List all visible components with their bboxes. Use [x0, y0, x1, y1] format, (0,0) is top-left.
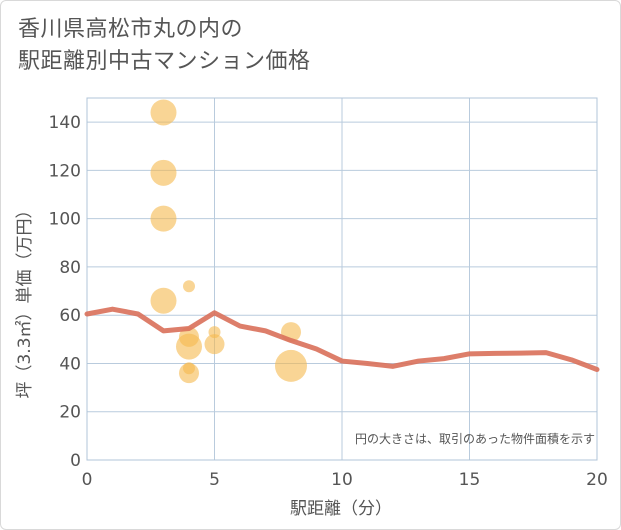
plot-area-border — [86, 97, 598, 461]
chart-title: 香川県高松市丸の内の 駅距離別中古マンション価格 — [18, 14, 311, 78]
y-tick-label-20: 20 — [59, 403, 81, 423]
y-axis-title: 坪（3.3㎡）単価（万円） — [15, 201, 35, 398]
y-tick-labels: 0 20 40 60 80 100 120 140 — [49, 113, 81, 471]
y-tick-label-100: 100 — [49, 210, 81, 230]
data-bubble-4 — [183, 280, 195, 293]
y-tick-label-80: 80 — [59, 258, 81, 278]
data-bubble-0 — [150, 99, 177, 126]
x-axis-title: 駅距離（分） — [290, 499, 392, 519]
data-bubble-1 — [150, 159, 177, 186]
x-tick-label-20: 20 — [586, 470, 608, 490]
y-tick-label-0: 0 — [70, 451, 81, 471]
y-tick-label-60: 60 — [59, 306, 81, 326]
x-tick-labels: 0 5 10 15 20 — [82, 470, 608, 490]
x-tick-label-15: 15 — [459, 470, 481, 490]
data-bubble-8 — [179, 363, 199, 384]
data-bubble-2 — [150, 205, 177, 232]
data-bubble-12 — [275, 349, 307, 382]
bubble-size-note: 円の大きさは、取引のあった物件面積を示す — [355, 431, 595, 446]
y-tick-label-140: 140 — [49, 113, 81, 133]
x-tick-label-10: 10 — [331, 470, 353, 490]
average-price-line — [84, 306, 600, 372]
y-tick-label-120: 120 — [49, 161, 81, 181]
x-tick-label-5: 5 — [209, 470, 220, 490]
chart-title-line1: 香川県高松市丸の内の — [18, 17, 244, 42]
data-bubble-10 — [204, 334, 225, 355]
x-tick-label-0: 0 — [82, 470, 93, 490]
data-bubble-6 — [176, 333, 202, 360]
y-tick-label-40: 40 — [59, 354, 81, 374]
grid-lines — [86, 98, 598, 461]
data-bubble-3 — [150, 287, 177, 314]
chart-title-line2: 駅距離別中古マンション価格 — [18, 49, 311, 74]
bubble-layer — [150, 99, 307, 384]
